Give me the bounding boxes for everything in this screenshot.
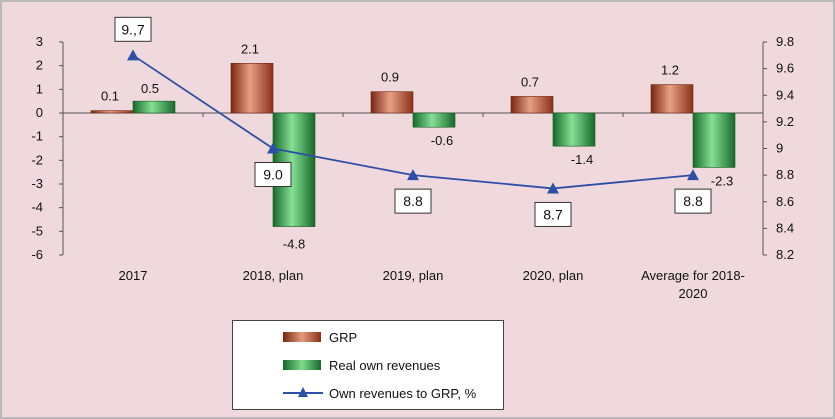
line-point-marker (127, 49, 139, 61)
line-point-marker (547, 182, 559, 194)
bar-revenues (692, 112, 736, 168)
right-tick-label: 8.8 (776, 167, 794, 182)
data-label-revenues: 0.5 (141, 81, 159, 96)
data-label-revenues: -0.6 (431, 133, 453, 148)
bar-grp (510, 96, 554, 114)
right-tick-label: 9.8 (776, 34, 794, 49)
bar-grp (370, 91, 414, 114)
left-tick-label: -4 (31, 200, 43, 215)
data-label-revenues: -2.3 (711, 173, 733, 188)
line-point-marker (687, 169, 699, 181)
right-tick-label: 9.2 (776, 114, 794, 129)
right-tick-label: 8.4 (776, 220, 794, 235)
left-tick-label: 3 (36, 34, 43, 49)
data-label-revenues: -4.8 (283, 237, 305, 252)
line-label-box (394, 188, 432, 214)
legend-label-ratio: Own revenues to GRP, % (329, 385, 477, 401)
line-label-box (114, 16, 152, 42)
bar-revenues (412, 112, 456, 128)
bar-revenues (132, 100, 176, 114)
line-data-label: 9.,7 (121, 21, 145, 37)
line-label-box (674, 188, 712, 214)
data-label-grp: 0.7 (521, 74, 539, 89)
right-tick-label: 9.4 (776, 87, 794, 102)
left-tick-label: -1 (31, 129, 43, 144)
right-tick-label: 8.2 (776, 247, 794, 262)
data-label-grp: 0.9 (381, 70, 399, 85)
line-label-box (254, 162, 292, 187)
data-label-grp: 2.1 (241, 41, 259, 56)
legend-swatch-ratio (283, 387, 323, 397)
line-data-label: 8.8 (683, 193, 703, 209)
line-label-box (534, 201, 572, 227)
chart-legend: GRP Real own revenues Own revenues to GR… (232, 320, 504, 410)
left-tick-label: 1 (36, 81, 43, 96)
right-tick-label: 9 (776, 141, 783, 156)
data-label-grp: 0.1 (101, 89, 119, 104)
category-label: 2019, plan (383, 268, 444, 283)
legend-swatch-revenues (283, 360, 321, 370)
right-tick-label: 8.6 (776, 194, 794, 209)
line-data-label: 8.7 (543, 206, 563, 222)
data-label-revenues: -1.4 (571, 152, 593, 167)
left-tick-label: 2 (36, 58, 43, 73)
category-label: 2018, plan (243, 268, 304, 283)
left-tick-label: 0 (36, 105, 43, 120)
legend-label-grp: GRP (329, 329, 358, 345)
legend-swatch-grp (283, 332, 321, 342)
left-tick-label: -2 (31, 152, 43, 167)
left-tick-label: -3 (31, 176, 43, 191)
category-label: 2020, plan (523, 268, 584, 283)
left-tick-label: -6 (31, 247, 43, 262)
right-tick-label: 9.6 (776, 61, 794, 76)
left-tick-label: -5 (31, 223, 43, 238)
bar-grp (650, 84, 694, 114)
category-label: 2017 (119, 268, 148, 283)
category-label: Average for 2018- (641, 268, 745, 283)
bar-grp (90, 110, 134, 114)
data-label-grp: 1.2 (661, 63, 679, 78)
line-data-label: 8.8 (403, 193, 423, 209)
legend-label-revenues: Real own revenues (329, 357, 441, 373)
category-label: 2020 (679, 286, 708, 301)
bar-grp (230, 62, 274, 114)
line-point-marker (267, 142, 279, 154)
line-point-marker (407, 169, 419, 181)
line-data-label: 9.0 (263, 167, 283, 183)
bar-revenues (552, 112, 596, 147)
